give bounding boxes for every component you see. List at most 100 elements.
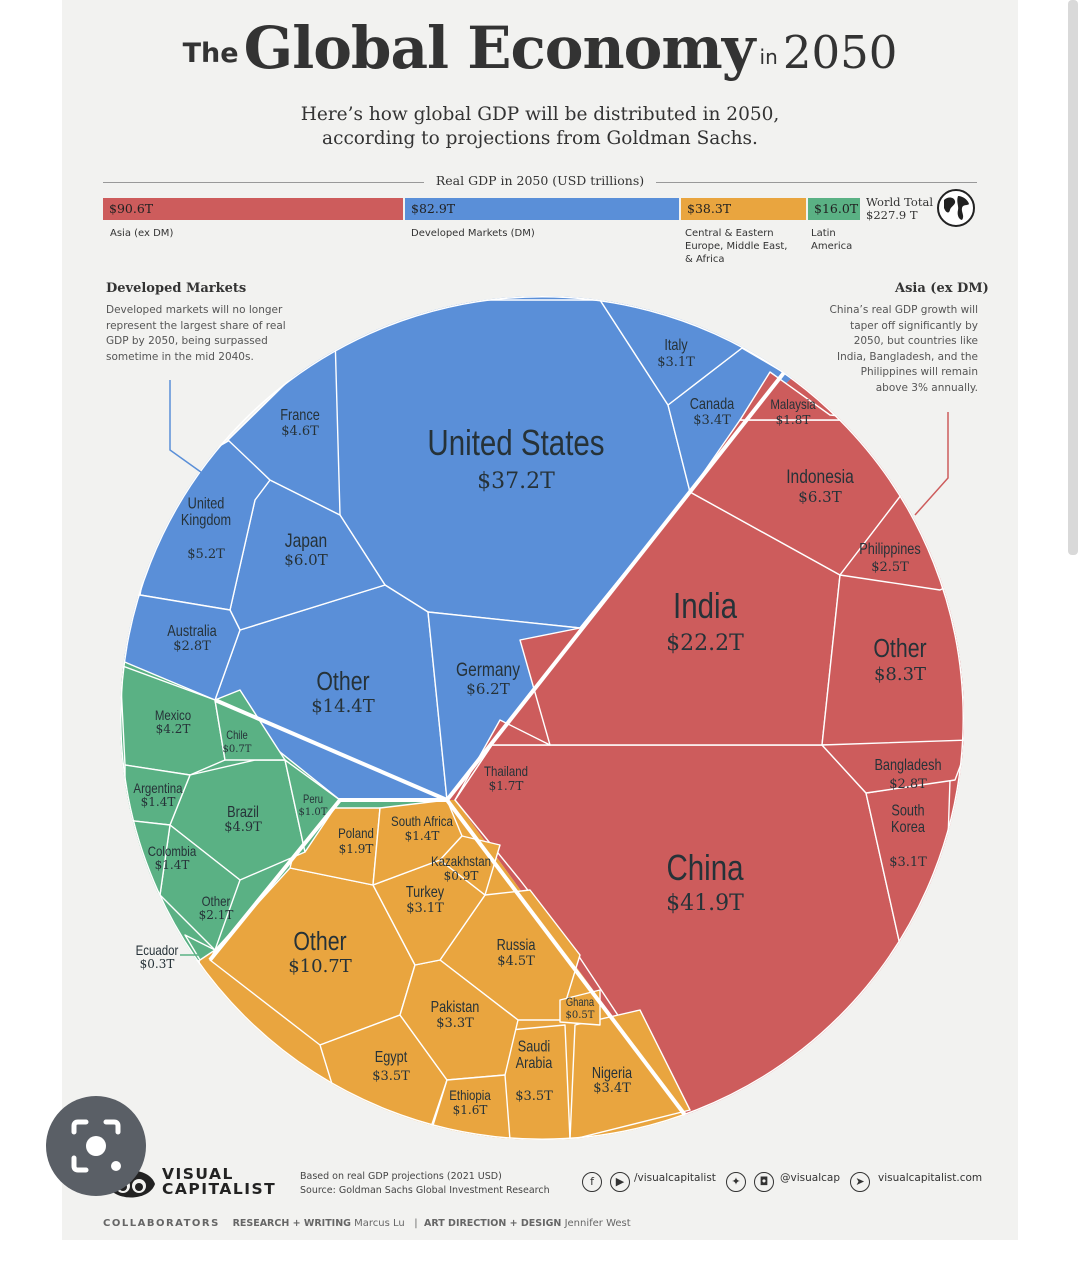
twitter-icon[interactable]: ✦ xyxy=(726,1172,746,1192)
cell-bangladesh xyxy=(821,739,964,794)
cell-label-peru: Peru xyxy=(303,793,323,806)
scrollbar[interactable] xyxy=(1068,0,1078,555)
developed-note-line: represent the largest share of real xyxy=(106,319,286,332)
cell-value-france: $4.6T xyxy=(281,424,319,439)
cell-label-dm-other: Other xyxy=(316,667,369,697)
cell-label-south-korea: South xyxy=(891,803,924,820)
cell-value-argentina: $1.4T xyxy=(141,795,176,809)
bar-label-latam: Latin America xyxy=(811,227,852,253)
cell-value-south-korea: $3.1T xyxy=(889,855,927,870)
cell-label-india: India xyxy=(673,585,738,625)
title-in: in xyxy=(759,45,778,69)
asia-note-line: taper off significantly by xyxy=(850,319,978,332)
cell-label-south-africa: South Africa xyxy=(391,813,454,829)
cell-ethiopia xyxy=(429,1074,511,1140)
cell-value-saudi: $3.5T xyxy=(515,1089,553,1104)
cell-value-pakistan: $3.3T xyxy=(436,1016,474,1031)
developed-note-line: GDP by 2050, being surpassed xyxy=(106,335,268,347)
cell-value-uk: $5.2T xyxy=(187,547,225,562)
cell-label-egypt: Egypt xyxy=(375,1049,408,1066)
leader-line xyxy=(914,412,949,516)
bar-label-developed-line: Developed Markets (DM) xyxy=(411,228,535,239)
logo-line-2: CAPITALIST xyxy=(162,1180,277,1198)
cell-value-thailand: $1.7T xyxy=(489,779,524,793)
google-lens-button[interactable] xyxy=(46,1096,146,1196)
youtube-icon[interactable]: ▶ xyxy=(610,1172,630,1192)
cell-label-malaysia: Malaysia xyxy=(770,396,816,412)
cell-label-kazakhstan: Kazakhstan xyxy=(431,853,491,869)
cell-label-philippines: Philippines xyxy=(859,541,920,558)
world-total-value: $227.9 T xyxy=(866,208,918,222)
cell-label-turkey: Turkey xyxy=(406,884,445,901)
cell-nigeria xyxy=(569,1009,691,1140)
cell-label-us: United States xyxy=(427,422,604,462)
cell-label-china: China xyxy=(666,847,744,887)
cell-label-france: France xyxy=(280,407,320,424)
cell-value-ethiopia: $1.6T xyxy=(453,1103,488,1117)
cell-ecuador xyxy=(184,934,216,961)
cell-value-dm-other: $14.4T xyxy=(311,696,375,717)
cell-value-russia: $4.5T xyxy=(497,954,535,969)
website-link[interactable]: visualcapitalist.com xyxy=(878,1172,983,1184)
developed-note-text: Developed markets will no longer represe… xyxy=(106,303,286,365)
cursor-icon[interactable]: ➤ xyxy=(850,1172,870,1192)
cell-label-saudi: Arabia xyxy=(516,1055,553,1072)
subtitle: Here’s how global GDP will be distribute… xyxy=(200,103,880,151)
cell-label-ethiopia: Ethiopia xyxy=(449,1087,491,1103)
cell-label-south-korea: Korea xyxy=(891,819,925,836)
asia-note-text: China’s real GDP growth will taper off s… xyxy=(770,303,978,396)
social-handle-link[interactable]: /visualcapitalist xyxy=(634,1172,716,1184)
cell-value-bangladesh: $2.8T xyxy=(889,777,927,792)
cell-label-thailand: Thailand xyxy=(484,763,528,779)
cell-value-nigeria: $3.4T xyxy=(593,1081,631,1096)
cell-label-japan: Japan xyxy=(285,530,327,552)
cell-label-russia: Russia xyxy=(497,937,536,954)
world-total: World Total $227.9 T xyxy=(866,196,933,222)
research-name: Marcus Lu xyxy=(354,1218,405,1229)
art-name: Jennifer West xyxy=(564,1218,631,1229)
bar-caption: Real GDP in 2050 (USD trillions) xyxy=(0,173,1080,188)
bar-caption-text: Real GDP in 2050 (USD trillions) xyxy=(423,173,657,188)
cell-value-turkey: $3.1T xyxy=(406,901,444,916)
group-divider xyxy=(214,698,448,802)
cell-value-italy: $3.1T xyxy=(657,355,695,370)
cell-label-colombia: Colombia xyxy=(148,843,197,859)
facebook-icon[interactable]: f xyxy=(582,1172,602,1192)
cell-thailand xyxy=(454,719,551,801)
bar-segment-latam: $16.0T xyxy=(808,198,860,220)
lens-icon xyxy=(71,1119,121,1173)
cell-value-ghana: $0.5T xyxy=(566,1010,595,1021)
cell-peru xyxy=(284,759,341,853)
cell-value-canada: $3.4T xyxy=(693,413,731,428)
bar-segment-asia: $90.6T xyxy=(103,198,403,220)
bar-label-ceemea-line-2: Europe, Middle East, xyxy=(685,241,788,252)
instagram-icon[interactable]: ◘ xyxy=(754,1172,774,1192)
cell-label-saudi: Saudi xyxy=(518,1039,550,1056)
cell-value-india: $22.2T xyxy=(666,631,744,656)
title-main: Global Economy xyxy=(243,14,756,82)
asia-note-line: Philippines will remain xyxy=(860,366,978,378)
bar-label-asia: Asia (ex DM) xyxy=(110,227,173,240)
subtitle-line-2: according to projections from Goldman Sa… xyxy=(322,128,758,149)
bar-label-ceemea-line-3: & Africa xyxy=(685,254,725,265)
title-year: 2050 xyxy=(782,26,898,79)
cell-label-australia: Australia xyxy=(167,623,217,640)
cell-label-indonesia: Indonesia xyxy=(786,466,854,488)
cell-label-brazil: Brazil xyxy=(227,804,259,821)
visual-capitalist-wordmark: VISUAL CAPITALIST xyxy=(162,1166,277,1198)
cell-label-italy: Italy xyxy=(664,337,688,354)
bar-label-ceemea: Central & Eastern Europe, Middle East, &… xyxy=(685,227,788,266)
cell-value-peru: $1.0T xyxy=(299,807,328,818)
cell-label-nigeria: Nigeria xyxy=(592,1065,632,1082)
cell-label-canada: Canada xyxy=(690,396,735,413)
cell-label-mexico: Mexico xyxy=(155,707,191,723)
asia-note-line: China’s real GDP growth will xyxy=(829,304,978,316)
asia-note-line: India, Bangladesh, and the xyxy=(836,350,978,363)
bar-label-latam-line-1: Latin xyxy=(811,228,836,239)
cell-ghana xyxy=(559,989,601,1026)
bar-label-ceemea-line-1: Central & Eastern xyxy=(685,228,774,239)
bar-segment-developed: $82.9T xyxy=(405,198,679,220)
cell-label-pakistan: Pakistan xyxy=(431,999,480,1016)
social-handle-short[interactable]: @visualcap xyxy=(780,1172,840,1184)
